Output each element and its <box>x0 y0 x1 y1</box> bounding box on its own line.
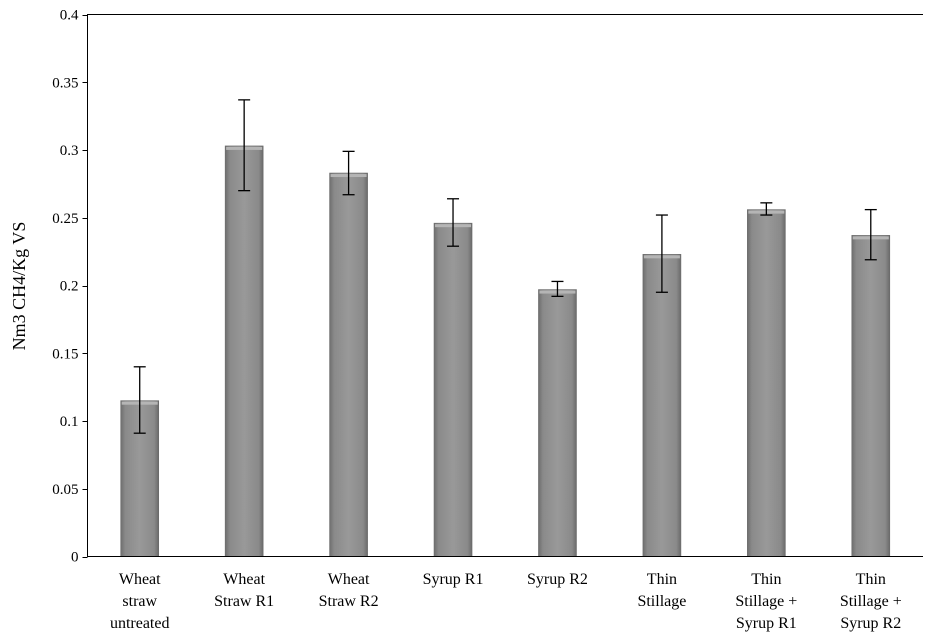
x-category-label-line: Syrup R1 <box>736 615 797 632</box>
y-axis-title: Nm3 CH4/Kg VS <box>9 222 29 351</box>
bar <box>642 254 682 557</box>
x-category-label-line: Wheat <box>119 571 161 588</box>
x-category-label-line: Straw R1 <box>214 593 274 610</box>
x-category-label: Wheat Straw R1 <box>214 571 274 610</box>
x-category-label-line: Wheat <box>328 571 370 588</box>
x-category-label-line: Syrup R2 <box>840 615 901 632</box>
x-category-label-line: Wheat <box>223 571 265 588</box>
y-tick-label: 0 <box>71 550 79 566</box>
y-tick-label: 0.3 <box>60 143 79 159</box>
axes <box>87 14 923 557</box>
x-category-label-line: Thin <box>751 571 781 588</box>
bar <box>433 222 473 557</box>
x-category-label-line: Stillage + <box>735 593 797 610</box>
x-category-label-line: Syrup R2 <box>527 571 588 588</box>
error-bars-layer <box>133 99 877 434</box>
y-tick-label: 0.05 <box>52 482 78 498</box>
x-category-label: Syrup R1 <box>423 571 484 588</box>
x-category-label: Wheat straw untreated <box>110 571 170 632</box>
x-category-labels: Wheat straw untreated Wheat Straw R1 Wheat Str… <box>110 571 902 632</box>
x-category-label-line: Straw R2 <box>319 593 379 610</box>
x-category-label-line: Stillage + <box>840 593 902 610</box>
x-category-label-line: straw <box>122 593 157 610</box>
x-category-label: Wheat Straw R2 <box>319 571 379 610</box>
y-tick-label: 0.1 <box>60 414 79 430</box>
bar <box>329 172 368 557</box>
x-category-label: Thin Stillage <box>637 571 686 610</box>
y-tick-label: 0.4 <box>60 8 79 24</box>
y-tick-label: 0.15 <box>52 346 78 362</box>
x-category-label-line: Syrup R1 <box>423 571 484 588</box>
x-category-label: Syrup R2 <box>527 571 588 588</box>
bar <box>538 289 577 557</box>
bar <box>747 209 786 557</box>
y-tick-label: 0.35 <box>52 75 78 91</box>
x-category-label-line: untreated <box>110 615 170 632</box>
x-category-label-line: Thin <box>856 571 886 588</box>
bars-layer <box>120 145 891 557</box>
y-tick-label: 0.2 <box>60 279 79 295</box>
bar <box>224 145 264 557</box>
x-category-label: Thin Stillage + Syrup R1 <box>735 571 797 632</box>
bar <box>851 235 891 557</box>
y-tick-label: 0.25 <box>52 211 78 227</box>
y-tick-labels: 0 0.05 0.1 0.15 0.2 0.25 0.3 0.35 0.4 <box>52 8 88 566</box>
x-category-label-line: Stillage <box>637 593 686 610</box>
x-category-label: Thin Stillage + Syrup R2 <box>840 571 902 632</box>
x-category-label-line: Thin <box>647 571 677 588</box>
